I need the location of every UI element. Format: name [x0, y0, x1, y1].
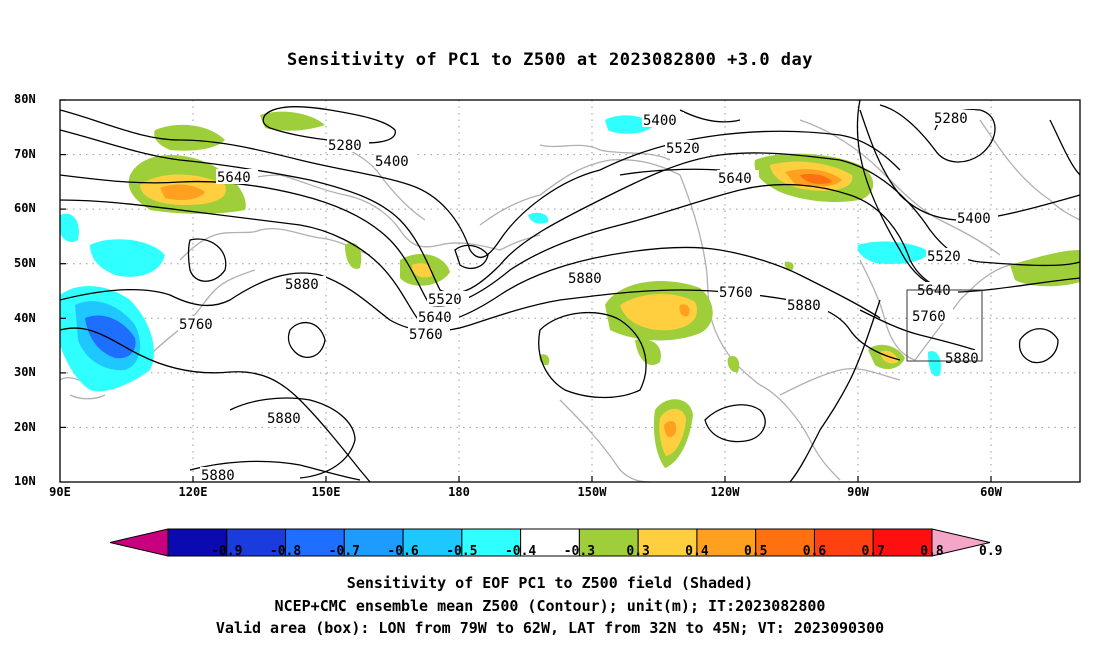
lon-label: 90E [49, 485, 71, 499]
lat-label: 70N [14, 147, 36, 161]
lon-label: 150W [577, 485, 607, 499]
lat-label: 50N [14, 256, 36, 270]
contour-label: 5400 [643, 113, 677, 129]
contour-label: 5520 [428, 292, 462, 308]
contour-label: 5280 [328, 138, 362, 154]
colorbar-segment [461, 528, 522, 557]
contour-label: 5280 [934, 111, 968, 127]
colorbar-tick-label: 0.6 [802, 544, 827, 559]
colorbar-segment [226, 528, 287, 557]
contour-label: 5880 [267, 411, 301, 427]
lat-label: 10N [14, 474, 36, 488]
colorbar-tick-label: -0.5 [446, 544, 478, 559]
colorbar-segment [578, 528, 639, 557]
map-title: Sensitivity of PC1 to Z500 at 2023082800… [286, 50, 813, 70]
contour-label: 5520 [927, 249, 961, 265]
contour-label: 5880 [201, 468, 235, 484]
contour-label: 5880 [285, 277, 319, 293]
contour-label: 5880 [945, 351, 979, 367]
contour-label: 5640 [418, 310, 452, 326]
colorbar-segment [520, 528, 580, 557]
colorbar-tick-label: 0.5 [743, 544, 768, 559]
colorbar-segment [343, 528, 404, 557]
contour-label: 5760 [409, 327, 443, 343]
contour-label: 5640 [718, 171, 752, 187]
lat-label: 80N [14, 92, 36, 106]
contour-label: 5760 [179, 317, 213, 333]
colorbar-tick-label: -0.6 [387, 544, 419, 559]
colorbar-segment [696, 528, 757, 557]
map-frame [59, 99, 1081, 483]
colorbar-tick-label: 0.8 [920, 544, 944, 559]
lat-label: 40N [14, 311, 36, 325]
lon-label: 120E [178, 485, 208, 499]
sensitivity-shading [60, 111, 1080, 468]
colorbar-tick-label: -0.9 [211, 544, 243, 559]
colorbar-segment [167, 528, 228, 557]
lat-label: 60N [14, 201, 36, 215]
caption: Sensitivity of EOF PC1 to Z500 field (Sh… [0, 572, 1100, 640]
lon-label: 90W [847, 485, 869, 499]
colorbar-arrow-left [109, 528, 169, 557]
contour-label: 5400 [957, 211, 991, 227]
lat-label: 20N [14, 420, 36, 434]
lon-label: 150E [311, 485, 341, 499]
colorbar-tick-label: 0.3 [626, 544, 650, 559]
caption-line-3: Valid area (box): LON from 79W to 62W, L… [215, 619, 885, 637]
caption-line-1: Sensitivity of EOF PC1 to Z500 field (Sh… [346, 574, 754, 592]
colorbar-tick-label: -0.3 [563, 544, 596, 559]
lat-label: 30N [14, 365, 36, 379]
lon-label: 60W [980, 485, 1002, 499]
colorbar-arrow-right [931, 528, 991, 557]
colorbar-tick-label: -0.8 [269, 544, 302, 559]
colorbar-tick-label: -0.4 [504, 544, 537, 559]
contour-label: 5640 [217, 170, 251, 186]
colorbar-tick-label: -0.7 [328, 544, 360, 559]
contour-label: 5640 [917, 283, 951, 299]
contour-labels: 5280 5400 5640 5400 5520 5640 5280 5400 … [178, 110, 998, 484]
contour-label: 5760 [912, 309, 946, 325]
colorbar [109, 528, 991, 557]
colorbar-tick-label: 0.4 [685, 544, 709, 559]
contour-label: 5400 [375, 154, 409, 170]
caption-line-2: NCEP+CMC ensemble mean Z500 (Contour); u… [274, 596, 826, 615]
colorbar-segment [637, 528, 698, 557]
colorbar-segment [872, 528, 933, 557]
contour-label: 5880 [568, 271, 602, 287]
lon-label: 180 [448, 485, 470, 499]
colorbar-segment [402, 528, 463, 557]
valid-area-box [906, 289, 983, 362]
colorbar-tick-label: 0.7 [861, 544, 885, 559]
contour-label: 5760 [719, 285, 753, 301]
colorbar-segment [813, 528, 874, 557]
colorbar-tick-label: 0.9 [979, 544, 1003, 559]
contour-label: 5880 [787, 298, 821, 314]
lon-label: 120W [710, 485, 740, 499]
colorbar-segment [755, 528, 815, 557]
contour-label: 5520 [666, 141, 700, 157]
